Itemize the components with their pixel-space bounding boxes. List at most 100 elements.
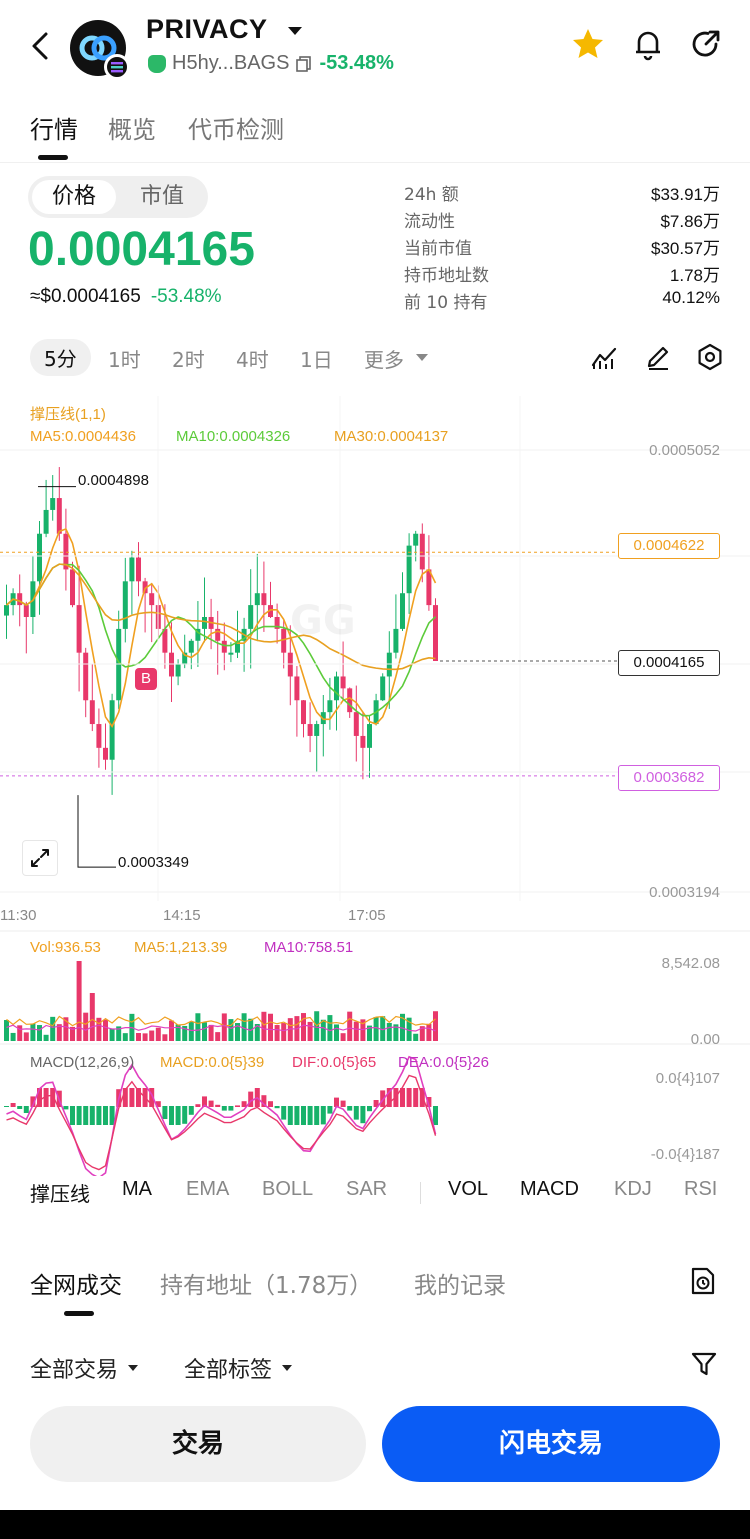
candle-body [175,664,181,677]
volume-bar [241,1013,247,1041]
macd-value: MACD:0.0{5}39 [160,1054,265,1071]
filter-funnel-icon[interactable] [690,1350,718,1378]
toggle-price[interactable]: 价格 [32,180,116,214]
filter-all-trades[interactable]: 全部交易 [30,1352,139,1384]
macd-bar [103,1106,108,1125]
candle-body [334,676,339,701]
flash-trade-button[interactable]: 闪电交易 [382,1406,720,1482]
y-axis-bottom: 0.0003194 [649,884,720,901]
candle-body [136,557,141,582]
macd-bar [182,1106,188,1124]
macd-bar [109,1106,115,1125]
candle-body [248,605,254,629]
candle-body [400,593,405,629]
candle-body [17,593,23,606]
indicator-boll[interactable]: BOLL [262,1178,314,1200]
candle-body [50,498,56,510]
chevron-down-icon [128,1365,139,1371]
macd-bar [426,1097,432,1107]
bottom-tab-underline [64,1311,94,1316]
macd-bar [353,1106,359,1120]
candle-body [96,724,102,748]
candle-body [162,628,168,653]
macd-bar [413,1088,419,1107]
macd-bar [83,1106,89,1125]
volume-bar [23,1032,29,1041]
macd-bar [221,1106,227,1111]
share-icon[interactable] [688,26,724,62]
macd-bar [334,1097,339,1107]
tab-token-check[interactable]: 代币检测 [188,116,284,144]
trade-button[interactable]: 交易 [30,1406,366,1482]
toggle-mcap[interactable]: 市值 [139,184,184,209]
candle-body [406,545,412,594]
usd-price-line: ≈$0.0004165 -53.48% [30,286,222,308]
chevron-down-icon[interactable] [288,27,302,35]
resistance-price-tag[interactable]: 0.0004622 [618,533,720,559]
indicator-sr[interactable]: 撑压线 [30,1184,90,1206]
tab-overview[interactable]: 概览 [108,116,156,144]
draw-pen-icon[interactable] [644,343,672,371]
candle-body [228,652,234,655]
indicator-ma[interactable]: MA [122,1178,152,1200]
candle-body [122,581,128,629]
volume-bar [221,1013,227,1041]
settings-gear-icon[interactable] [696,343,724,371]
indicator-sar[interactable]: SAR [346,1178,388,1200]
stat-top10-label: 前 10 持有 [404,293,488,313]
volume-bar [182,1025,188,1041]
indicator-kdj[interactable]: KDJ [614,1178,652,1200]
fullscreen-button[interactable] [22,840,58,876]
tab-my-records[interactable]: 我的记录 [414,1273,506,1299]
stat-liquidity-value: $7.86万 [660,212,720,231]
price-mcap-toggle[interactable]: 价格 市值 [28,176,208,218]
bell-icon[interactable] [630,26,666,62]
volume-bar [43,1034,49,1041]
indicator-rsi[interactable]: RSI [684,1178,718,1200]
copy-icon[interactable] [295,55,313,73]
tab-all-trades[interactable]: 全网成交 [30,1273,122,1299]
volume-bar [228,1019,234,1041]
interval-5m[interactable]: 5分 [30,339,91,376]
indicator-vol[interactable]: VOL [448,1178,489,1200]
dea-line [6,1074,437,1171]
interval-4h[interactable]: 4时 [236,348,269,372]
volume-bar [386,1022,392,1041]
current-price: 0.0004165 [28,223,255,276]
tab-holders[interactable]: 持有地址（1.78万） [160,1273,373,1299]
candle-body [103,747,108,760]
tab-market[interactable]: 行情 [30,116,78,144]
buy-marker[interactable]: B [135,668,157,690]
macd-bar [347,1106,353,1111]
macd-bar [169,1106,174,1125]
interval-2h[interactable]: 2时 [172,348,205,372]
volume-bar [261,1011,267,1041]
volume-bar [50,1016,56,1041]
support-price-tag[interactable]: 0.0003682 [618,765,720,791]
interval-more[interactable]: 更多 [364,348,404,372]
chevron-down-icon[interactable] [416,354,428,361]
macd-bar [386,1088,392,1107]
candle-body [294,676,300,701]
interval-1d[interactable]: 1日 [300,348,333,372]
indicator-macd[interactable]: MACD [520,1178,579,1200]
macd-title: MACD(12,26,9) [30,1054,135,1071]
macd-bar [373,1100,379,1107]
token-name[interactable]: PRIVACY [146,14,268,44]
interval-1h[interactable]: 1时 [108,348,141,372]
volume-bar [413,1033,419,1041]
stat-mcap-label: 当前市值 [404,239,472,259]
candle-body [188,640,194,653]
back-arrow-icon[interactable] [22,28,58,64]
ma30-label: MA30:0.0004137 [334,428,449,445]
volume-bar [320,1019,326,1041]
indicator-ema[interactable]: EMA [186,1178,230,1200]
macd-bar [281,1106,287,1120]
filter-all-tags[interactable]: 全部标签 [184,1352,293,1384]
volume-bar [235,1023,240,1041]
indicator-chart-icon[interactable] [590,343,618,371]
kline-chart[interactable] [0,396,750,1176]
star-icon[interactable] [570,26,606,62]
history-doc-icon[interactable] [688,1266,718,1296]
contract-address: H5hy...BAGS [172,52,290,74]
